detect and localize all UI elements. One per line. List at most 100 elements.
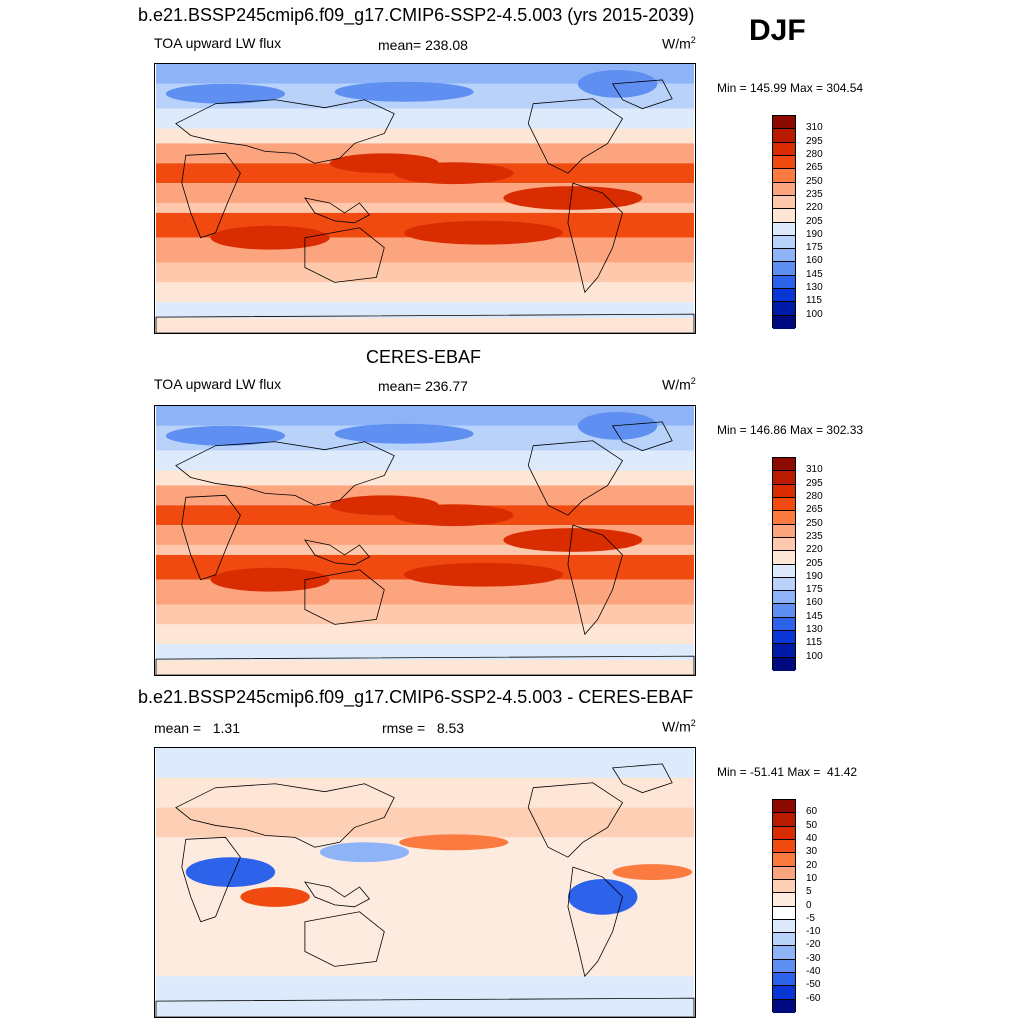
colorbar-tick-label: -60 [806, 992, 821, 1004]
colorbar-tick-label: -40 [806, 966, 821, 978]
units-label: W/m2 [662, 718, 696, 735]
colorbar-tick-label: 160 [806, 597, 823, 609]
colorbar-tick-label: 175 [806, 242, 823, 254]
colorbar-tick-label: 30 [806, 846, 818, 858]
colorbar-tick-label: 130 [806, 282, 823, 294]
mean-label: mean= 236.77 [378, 378, 468, 394]
colorbar-tick-label: 100 [806, 650, 823, 662]
colorbar-swatch [773, 591, 795, 605]
colorbar-swatch [773, 959, 795, 974]
variable-label: TOA upward LW flux [154, 35, 282, 51]
colorbar-tick-label: 235 [806, 188, 823, 200]
colorbar-swatch [773, 657, 795, 671]
colorbar-tick-label: 235 [806, 530, 823, 542]
minmax-label: Min = -51.41 Max = 41.42 [717, 765, 858, 779]
colorbar-tick-label: 115 [806, 295, 822, 307]
minmax-label: Min = 145.99 Max = 304.54 [717, 81, 864, 95]
colorbar-swatch [773, 813, 795, 827]
colorbar-swatch [773, 893, 795, 907]
colorbar-tick-label: 100 [806, 308, 823, 320]
mean-label: mean= 238.08 [378, 37, 468, 53]
colorbar-swatch [773, 986, 795, 1000]
colorbar-swatch [773, 458, 795, 472]
colorbar-swatch [773, 879, 795, 894]
colorbar-swatch [773, 973, 795, 987]
colorbar-tick-label: 280 [806, 490, 823, 502]
colorbar-tick-label: 175 [806, 584, 823, 596]
colorbar-swatch [773, 866, 795, 880]
minmax-label: Min = 146.86 Max = 302.33 [717, 423, 864, 437]
colorbar-tick-label: 250 [806, 175, 823, 187]
colorbar [772, 115, 796, 329]
map-plot [154, 63, 696, 334]
colorbar-tick-label: -50 [806, 979, 821, 991]
map-plot [154, 405, 696, 676]
colorbar-swatch [773, 195, 795, 210]
colorbar-tick-label: 265 [806, 504, 823, 516]
colorbar-tick-label: 40 [806, 832, 818, 844]
colorbar-swatch [773, 289, 795, 303]
colorbar-swatch [773, 800, 795, 814]
colorbar-swatch [773, 919, 795, 934]
season-label: DJF [749, 14, 806, 47]
colorbar-swatch [773, 497, 795, 512]
colorbar-tick-label: 295 [806, 477, 823, 489]
panel-title: b.e21.BSSP245cmip6.f09_g17.CMIP6-SSP2-4.… [138, 687, 694, 707]
panel-title: b.e21.BSSP245cmip6.f09_g17.CMIP6-SSP2-4.… [138, 5, 695, 25]
colorbar-swatch [773, 564, 795, 578]
colorbar [772, 799, 796, 1013]
units-label: W/m2 [662, 35, 696, 52]
panel-title: CERES-EBAF [366, 347, 482, 367]
colorbar-swatch [773, 209, 795, 223]
colorbar-tick-label: -10 [806, 926, 821, 938]
variable-label: TOA upward LW flux [154, 376, 282, 392]
colorbar-swatch [773, 169, 795, 183]
colorbar-swatch [773, 471, 795, 485]
colorbar-tick-label: 60 [806, 806, 818, 818]
colorbar-tick-label: 280 [806, 148, 823, 160]
colorbar-swatch [773, 315, 795, 329]
colorbar-swatch [773, 116, 795, 130]
colorbar-tick-label: 145 [806, 610, 823, 622]
rmse-label: rmse = 8.53 [382, 720, 465, 736]
colorbar-tick-label: 220 [806, 544, 823, 556]
colorbar-swatch [773, 999, 795, 1013]
colorbar-swatch [773, 484, 795, 498]
colorbar-tick-label: 115 [806, 637, 822, 649]
colorbar-tick-label: -20 [806, 939, 821, 951]
colorbar-swatch [773, 302, 795, 316]
colorbar-tick-label: -5 [806, 912, 815, 924]
colorbar-tick-label: 190 [806, 228, 823, 240]
colorbar-tick-label: 160 [806, 255, 823, 267]
colorbar-swatch [773, 511, 795, 525]
colorbar-swatch [773, 537, 795, 552]
colorbar-swatch [773, 617, 795, 632]
colorbar-tick-label: 20 [806, 859, 818, 871]
colorbar-swatch [773, 551, 795, 565]
colorbar-tick-label: 220 [806, 202, 823, 214]
colorbar-swatch [773, 644, 795, 658]
colorbar-tick-label: 0 [806, 899, 812, 911]
colorbar-swatch [773, 577, 795, 592]
colorbar-swatch [773, 275, 795, 290]
colorbar-swatch [773, 235, 795, 250]
colorbar-swatch [773, 631, 795, 645]
colorbar-swatch [773, 129, 795, 143]
colorbar-swatch [773, 142, 795, 156]
colorbar-swatch [773, 604, 795, 618]
colorbar [772, 457, 796, 671]
colorbar-tick-label: 310 [806, 464, 823, 476]
colorbar-tick-label: 10 [806, 872, 818, 884]
colorbar-swatch [773, 524, 795, 538]
colorbar-swatch [773, 182, 795, 196]
colorbar-swatch [773, 826, 795, 840]
mean-label: mean = 1.31 [154, 720, 241, 736]
colorbar-tick-label: 205 [806, 215, 823, 227]
colorbar-tick-label: 205 [806, 557, 823, 569]
colorbar-tick-label: 190 [806, 570, 823, 582]
colorbar-swatch [773, 262, 795, 276]
colorbar-tick-label: -30 [806, 952, 821, 964]
colorbar-swatch [773, 933, 795, 947]
map-plot [154, 747, 696, 1018]
colorbar-swatch [773, 906, 795, 920]
